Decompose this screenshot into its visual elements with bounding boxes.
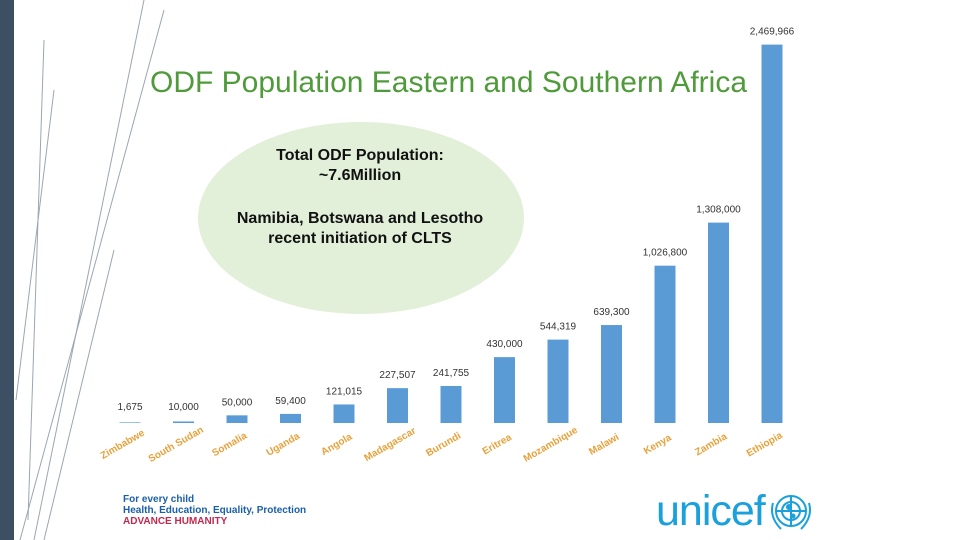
footer-tagline: For every child Health, Education, Equal…: [123, 494, 306, 527]
data-label: 639,300: [593, 307, 630, 318]
category-label: Mozambique: [522, 425, 580, 465]
data-label: 544,319: [540, 322, 577, 333]
data-label: 1,675: [117, 402, 142, 413]
category-label: Malawi: [587, 432, 621, 458]
bar-eritrea: [494, 357, 515, 423]
bar-kenya: [654, 265, 676, 423]
tagline-line-1: For every child: [123, 494, 195, 505]
bar-uganda: [280, 413, 301, 423]
category-label: Somalia: [210, 430, 249, 459]
side-accent-bar: [0, 0, 14, 540]
category-label: Madagascar: [362, 426, 418, 464]
decorative-lines: [15, 0, 165, 540]
data-label: 1,308,000: [696, 205, 741, 216]
category-label: Burundi: [424, 430, 463, 459]
category-label: Uganda: [265, 431, 303, 459]
callout-bubble: [198, 122, 524, 314]
bar-angola: [333, 404, 355, 423]
logo-wordmark: unicef: [656, 487, 766, 535]
bar-zambia: [708, 222, 729, 423]
page-title: ODF Population Eastern and Southern Afri…: [150, 66, 748, 99]
category-label: Zimbabwe: [99, 428, 147, 462]
category-label: South Sudan: [147, 425, 206, 465]
data-label: 59,400: [275, 396, 306, 407]
category-label: Angola: [319, 431, 354, 458]
tagline-line-3: ADVANCE HUMANITY: [123, 516, 228, 527]
data-label: 10,000: [168, 402, 199, 413]
total-population-callout: Total ODF Population: ~7.6Million: [276, 147, 444, 184]
unicef-logo: unicef: [656, 487, 815, 535]
category-label: Zambia: [693, 431, 729, 458]
bar-mozambique: [547, 339, 569, 423]
bar-malawi: [601, 325, 622, 423]
data-label: 1,026,800: [643, 248, 688, 259]
category-label: Kenya: [642, 432, 674, 457]
tagline-line-2: Health, Education, Equality, Protection: [123, 505, 307, 516]
category-label: Eritrea: [481, 432, 514, 458]
data-label: 2,469,966: [750, 27, 795, 38]
data-label: 227,507: [379, 370, 416, 381]
bar-madagascar: [387, 388, 408, 423]
un-emblem-icon: [770, 495, 811, 530]
category-label: Ethiopia: [745, 430, 785, 459]
bar-zimbabwe: [119, 422, 141, 423]
clts-note-callout: Namibia, Botswana and Lesotho recent ini…: [236, 210, 484, 247]
bar-burundi: [440, 385, 462, 423]
data-label: 121,015: [326, 386, 363, 397]
bar-south-sudan: [173, 421, 194, 423]
bar-somalia: [226, 415, 248, 423]
data-label: 241,755: [433, 368, 470, 379]
data-label: 50,000: [222, 397, 253, 408]
data-label: 430,000: [486, 339, 523, 350]
bar-ethiopia: [761, 44, 783, 424]
